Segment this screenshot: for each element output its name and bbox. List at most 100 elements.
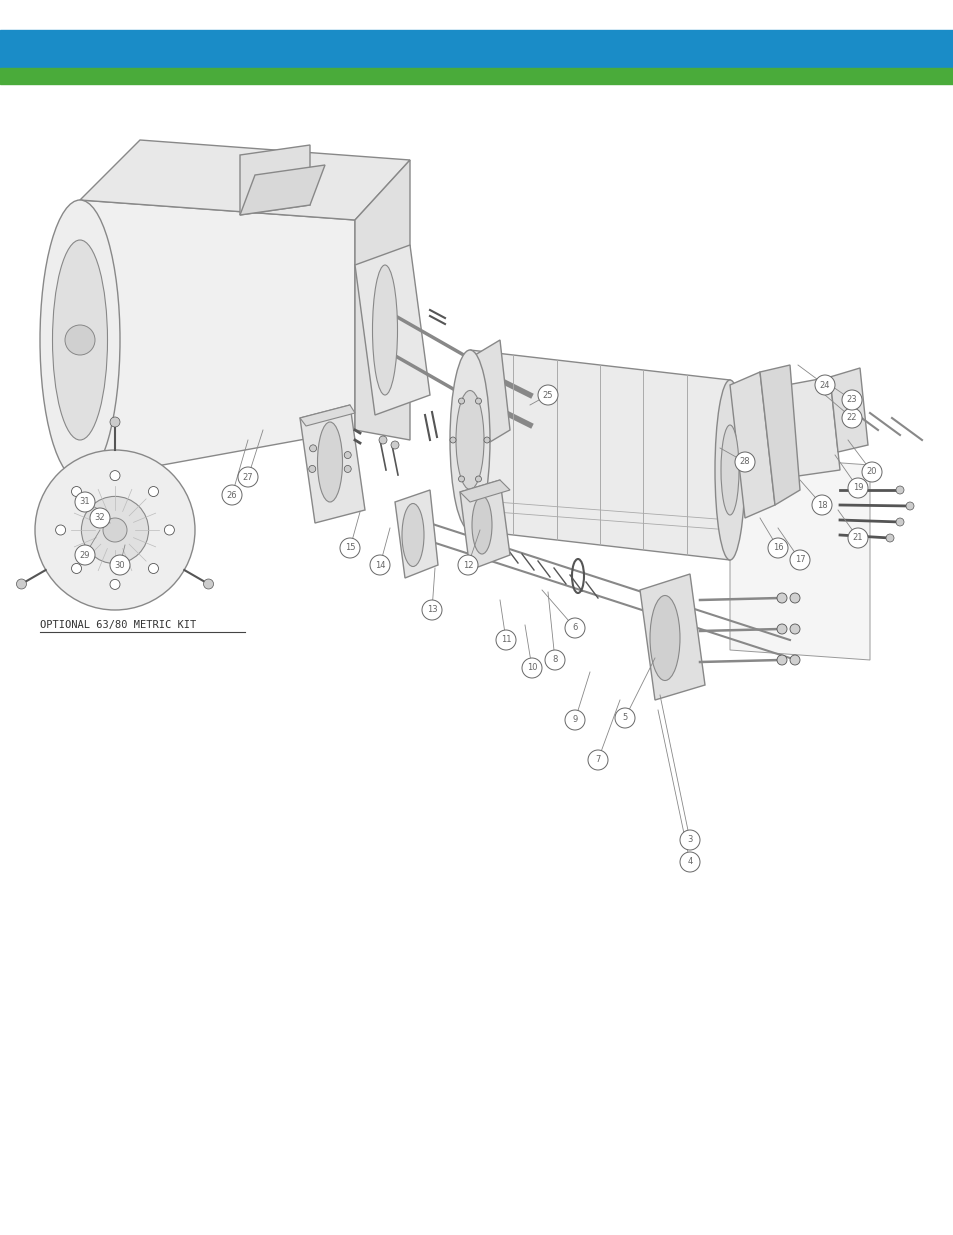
- Circle shape: [767, 538, 787, 558]
- Circle shape: [895, 487, 903, 494]
- Circle shape: [103, 517, 127, 542]
- Circle shape: [35, 450, 194, 610]
- Circle shape: [378, 436, 387, 445]
- Circle shape: [841, 408, 862, 429]
- Circle shape: [862, 462, 882, 482]
- Circle shape: [814, 375, 834, 395]
- Circle shape: [537, 385, 558, 405]
- Text: 21: 21: [852, 534, 862, 542]
- Circle shape: [344, 466, 351, 473]
- Circle shape: [776, 655, 786, 664]
- Circle shape: [615, 708, 635, 727]
- Polygon shape: [760, 377, 840, 480]
- Text: 28: 28: [739, 457, 749, 467]
- Polygon shape: [459, 480, 510, 501]
- Ellipse shape: [450, 350, 490, 530]
- Circle shape: [776, 624, 786, 634]
- Polygon shape: [639, 574, 704, 700]
- Circle shape: [450, 437, 456, 443]
- Text: 25: 25: [542, 390, 553, 399]
- Circle shape: [391, 441, 398, 450]
- Polygon shape: [829, 368, 867, 452]
- Circle shape: [71, 487, 81, 496]
- Polygon shape: [395, 490, 437, 578]
- Text: 30: 30: [114, 561, 125, 569]
- Text: 22: 22: [846, 414, 857, 422]
- Ellipse shape: [649, 595, 679, 680]
- Ellipse shape: [317, 422, 342, 501]
- Polygon shape: [355, 161, 410, 440]
- Circle shape: [789, 624, 800, 634]
- Circle shape: [811, 495, 831, 515]
- Text: 32: 32: [94, 514, 105, 522]
- Circle shape: [164, 525, 174, 535]
- Text: 31: 31: [80, 498, 91, 506]
- Circle shape: [110, 579, 120, 589]
- Circle shape: [457, 555, 477, 576]
- Text: 7: 7: [595, 756, 600, 764]
- Circle shape: [734, 452, 754, 472]
- Polygon shape: [240, 144, 310, 215]
- Text: OPTIONAL 63/80 METRIC KIT: OPTIONAL 63/80 METRIC KIT: [40, 620, 196, 630]
- Circle shape: [370, 555, 390, 576]
- Circle shape: [222, 485, 242, 505]
- Polygon shape: [80, 140, 410, 220]
- Circle shape: [905, 501, 913, 510]
- Text: 12: 12: [462, 561, 473, 569]
- Text: 10: 10: [526, 663, 537, 673]
- Circle shape: [847, 529, 867, 548]
- Text: 14: 14: [375, 561, 385, 569]
- Text: 23: 23: [846, 395, 857, 405]
- Circle shape: [458, 475, 464, 482]
- Circle shape: [564, 618, 584, 638]
- Bar: [0, 68, 953, 84]
- Circle shape: [65, 325, 95, 354]
- Circle shape: [81, 496, 149, 563]
- Polygon shape: [760, 366, 800, 505]
- Text: 9: 9: [572, 715, 577, 725]
- Circle shape: [475, 475, 481, 482]
- Circle shape: [496, 630, 516, 650]
- Circle shape: [90, 508, 110, 529]
- Circle shape: [75, 545, 95, 564]
- Polygon shape: [80, 200, 355, 480]
- Circle shape: [483, 437, 490, 443]
- Circle shape: [75, 492, 95, 513]
- Text: 17: 17: [794, 556, 804, 564]
- Text: 8: 8: [552, 656, 558, 664]
- Circle shape: [521, 658, 541, 678]
- Circle shape: [339, 538, 359, 558]
- Circle shape: [110, 417, 120, 427]
- Circle shape: [776, 593, 786, 603]
- Ellipse shape: [472, 496, 492, 555]
- Polygon shape: [729, 454, 869, 659]
- Polygon shape: [299, 405, 365, 522]
- Circle shape: [458, 398, 464, 404]
- Polygon shape: [459, 480, 510, 571]
- Ellipse shape: [372, 266, 397, 395]
- Circle shape: [564, 710, 584, 730]
- Circle shape: [55, 525, 66, 535]
- Text: 27: 27: [242, 473, 253, 482]
- Circle shape: [110, 555, 130, 576]
- Circle shape: [16, 579, 27, 589]
- Circle shape: [789, 550, 809, 571]
- Circle shape: [344, 452, 351, 458]
- Text: 26: 26: [227, 490, 237, 499]
- Text: 20: 20: [866, 468, 877, 477]
- Circle shape: [149, 487, 158, 496]
- Circle shape: [149, 563, 158, 573]
- Circle shape: [309, 466, 315, 473]
- Text: 18: 18: [816, 500, 826, 510]
- Circle shape: [587, 750, 607, 769]
- Polygon shape: [355, 245, 430, 415]
- Circle shape: [421, 600, 441, 620]
- Text: 4: 4: [687, 857, 692, 867]
- Ellipse shape: [456, 390, 483, 489]
- Text: 19: 19: [852, 483, 862, 493]
- Text: 3: 3: [686, 836, 692, 845]
- Text: 11: 11: [500, 636, 511, 645]
- Polygon shape: [475, 340, 510, 445]
- Ellipse shape: [720, 425, 739, 515]
- Text: 13: 13: [426, 605, 436, 615]
